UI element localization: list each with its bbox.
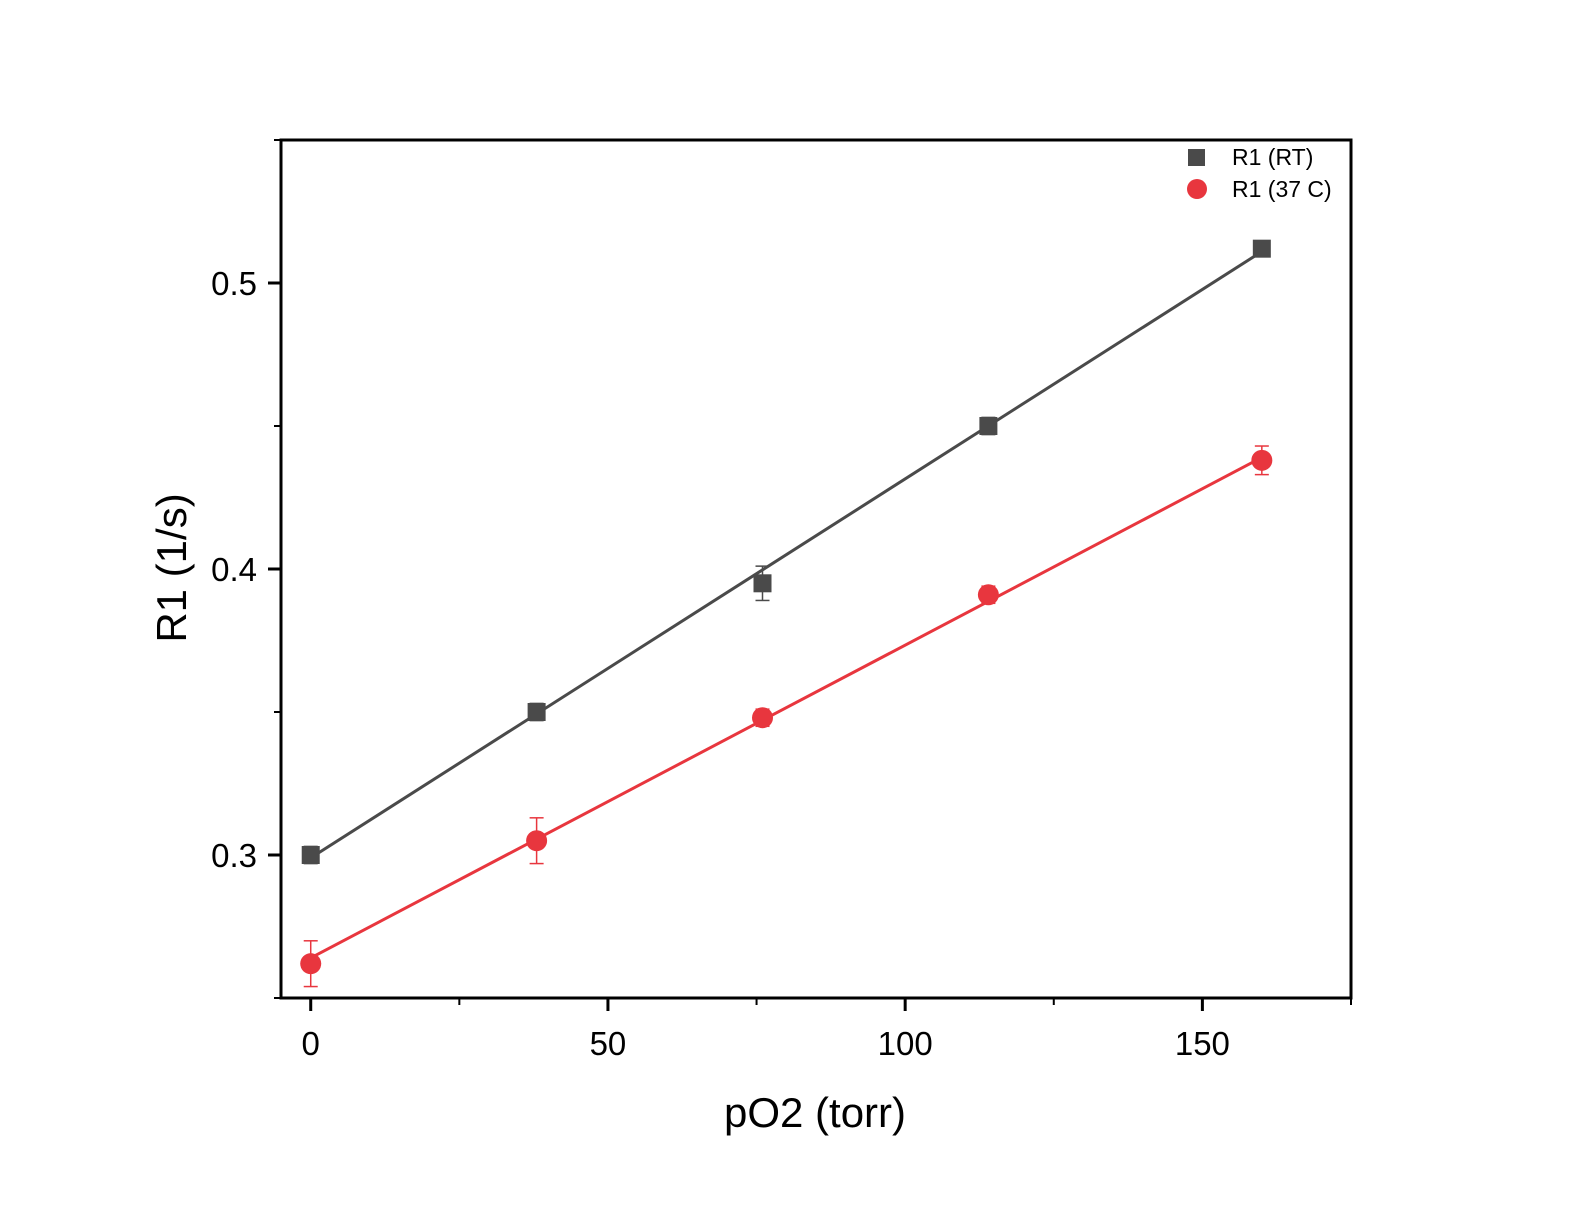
x-tick-label: 0 [302, 1025, 320, 1062]
circle-marker [526, 830, 548, 852]
y-tick-labels: 0.3 0.4 0.5 [211, 265, 257, 874]
x-axis-title: pO2 (torr) [724, 1089, 906, 1136]
x-tick-labels: 0 50 100 150 [302, 1025, 1230, 1062]
x-axis-ticks [309, 998, 1352, 1011]
circle-marker [752, 707, 773, 729]
square-marker [527, 703, 546, 721]
circle-marker [1251, 449, 1273, 471]
legend: R1 (RT) R1 (37 C) [1187, 144, 1332, 202]
legend-item: R1 (37 C) [1187, 176, 1332, 202]
y-tick-label: 0.4 [211, 551, 257, 588]
x-tick-label: 50 [590, 1025, 627, 1062]
square-marker [979, 417, 998, 435]
legend-item: R1 (RT) [1188, 144, 1313, 170]
legend-label: R1 (RT) [1232, 144, 1313, 170]
x-tick-label: 100 [878, 1025, 933, 1062]
legend-circle-marker [1187, 179, 1207, 199]
x-tick-label: 150 [1175, 1025, 1230, 1062]
y-axis-title: R1 (1/s) [148, 493, 195, 642]
fit-line-1 [309, 250, 1263, 860]
legend-label: R1 (37 C) [1232, 176, 1332, 202]
circle-marker [977, 584, 999, 606]
y-tick-label: 0.5 [211, 265, 257, 302]
square-marker [753, 574, 772, 593]
circle-marker [300, 953, 322, 975]
y-tick-label: 0.3 [211, 837, 257, 874]
square-marker [1252, 239, 1271, 258]
fit-lines [309, 250, 1263, 960]
data-markers [300, 239, 1273, 975]
square-marker [301, 846, 320, 864]
fit-line-2 [310, 456, 1263, 960]
y-axis-ticks [268, 139, 281, 999]
legend-square-marker [1188, 149, 1205, 166]
